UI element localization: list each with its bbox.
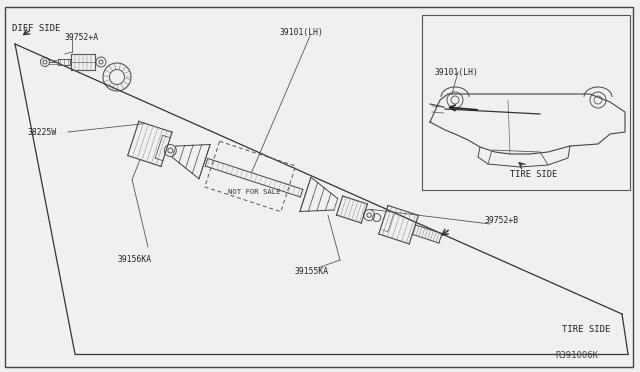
Text: R391006K: R391006K	[555, 351, 598, 360]
Text: 39101(LH): 39101(LH)	[435, 67, 479, 77]
FancyBboxPatch shape	[5, 7, 633, 367]
Text: TIRE SIDE: TIRE SIDE	[510, 170, 557, 179]
Text: 38225W: 38225W	[28, 128, 57, 137]
Text: 39156KA: 39156KA	[118, 256, 152, 264]
FancyBboxPatch shape	[422, 15, 630, 190]
Text: DIFF SIDE: DIFF SIDE	[12, 24, 60, 33]
Text: NOT FOR SALE: NOT FOR SALE	[228, 189, 281, 195]
Text: 39752+B: 39752+B	[485, 215, 519, 224]
Text: 39101(LH): 39101(LH)	[280, 28, 324, 36]
Text: 39752+A: 39752+A	[65, 32, 99, 42]
Text: 39155KA: 39155KA	[295, 267, 329, 276]
Text: TIRE SIDE: TIRE SIDE	[562, 326, 611, 334]
